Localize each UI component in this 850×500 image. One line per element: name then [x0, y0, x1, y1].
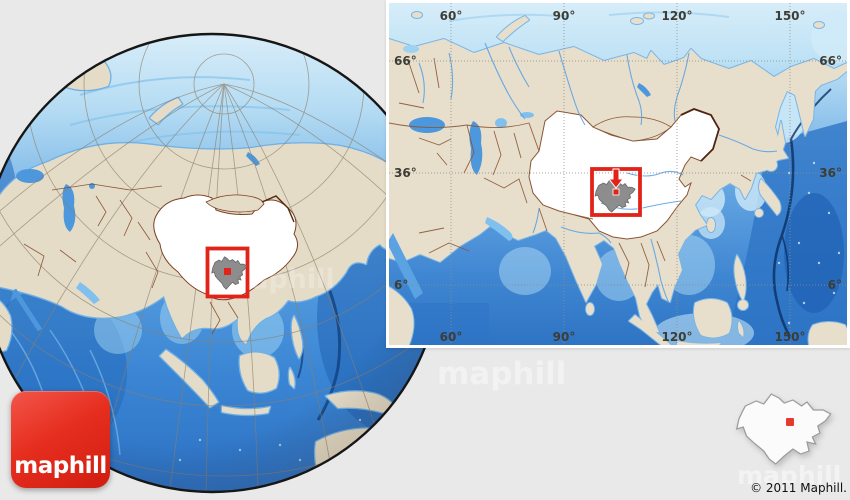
- longitude-label: 150°: [774, 330, 805, 344]
- inset-map-svg: 60° 90° 120° 150° 60° 90° 120° 150° 66° …: [387, 3, 850, 353]
- maphill-logo[interactable]: maphill: [11, 391, 110, 488]
- latitude-label: 6°: [394, 278, 408, 292]
- longitude-label: 90°: [553, 330, 576, 344]
- longitude-label: 90°: [553, 9, 576, 23]
- location-arrow-icon: [607, 168, 625, 189]
- maphill-logo-text: maphill: [14, 453, 107, 479]
- minimap-watermark: maphill: [737, 461, 842, 490]
- longitude-label: 120°: [661, 330, 692, 344]
- inset-highlight-group: [589, 166, 643, 218]
- longitude-label: 60°: [440, 330, 463, 344]
- inset-map[interactable]: 60° 90° 120° 150° 60° 90° 120° 150° 66° …: [386, 0, 850, 353]
- latitude-label: 66°: [394, 54, 417, 68]
- longitude-label: 60°: [440, 9, 463, 23]
- location-marker-minimap: [786, 418, 794, 426]
- inset-graticule: [389, 3, 847, 345]
- latitude-label: 6°: [828, 278, 842, 292]
- latitude-label: 36°: [394, 166, 417, 180]
- copyright-text: © 2011 Maphill.: [750, 481, 847, 495]
- province-outline-minimap: [736, 393, 832, 465]
- latitude-label: 66°: [819, 54, 842, 68]
- longitude-label: 120°: [661, 9, 692, 23]
- latitude-label: 36°: [819, 166, 842, 180]
- background-watermark: maphill: [437, 356, 567, 392]
- location-marker-inset: [612, 188, 620, 196]
- longitude-label: 150°: [774, 9, 805, 23]
- sichuan-outline-shape: [736, 393, 832, 465]
- inset-coordinate-labels: 60° 90° 120° 150° 60° 90° 120° 150° 66° …: [394, 9, 842, 344]
